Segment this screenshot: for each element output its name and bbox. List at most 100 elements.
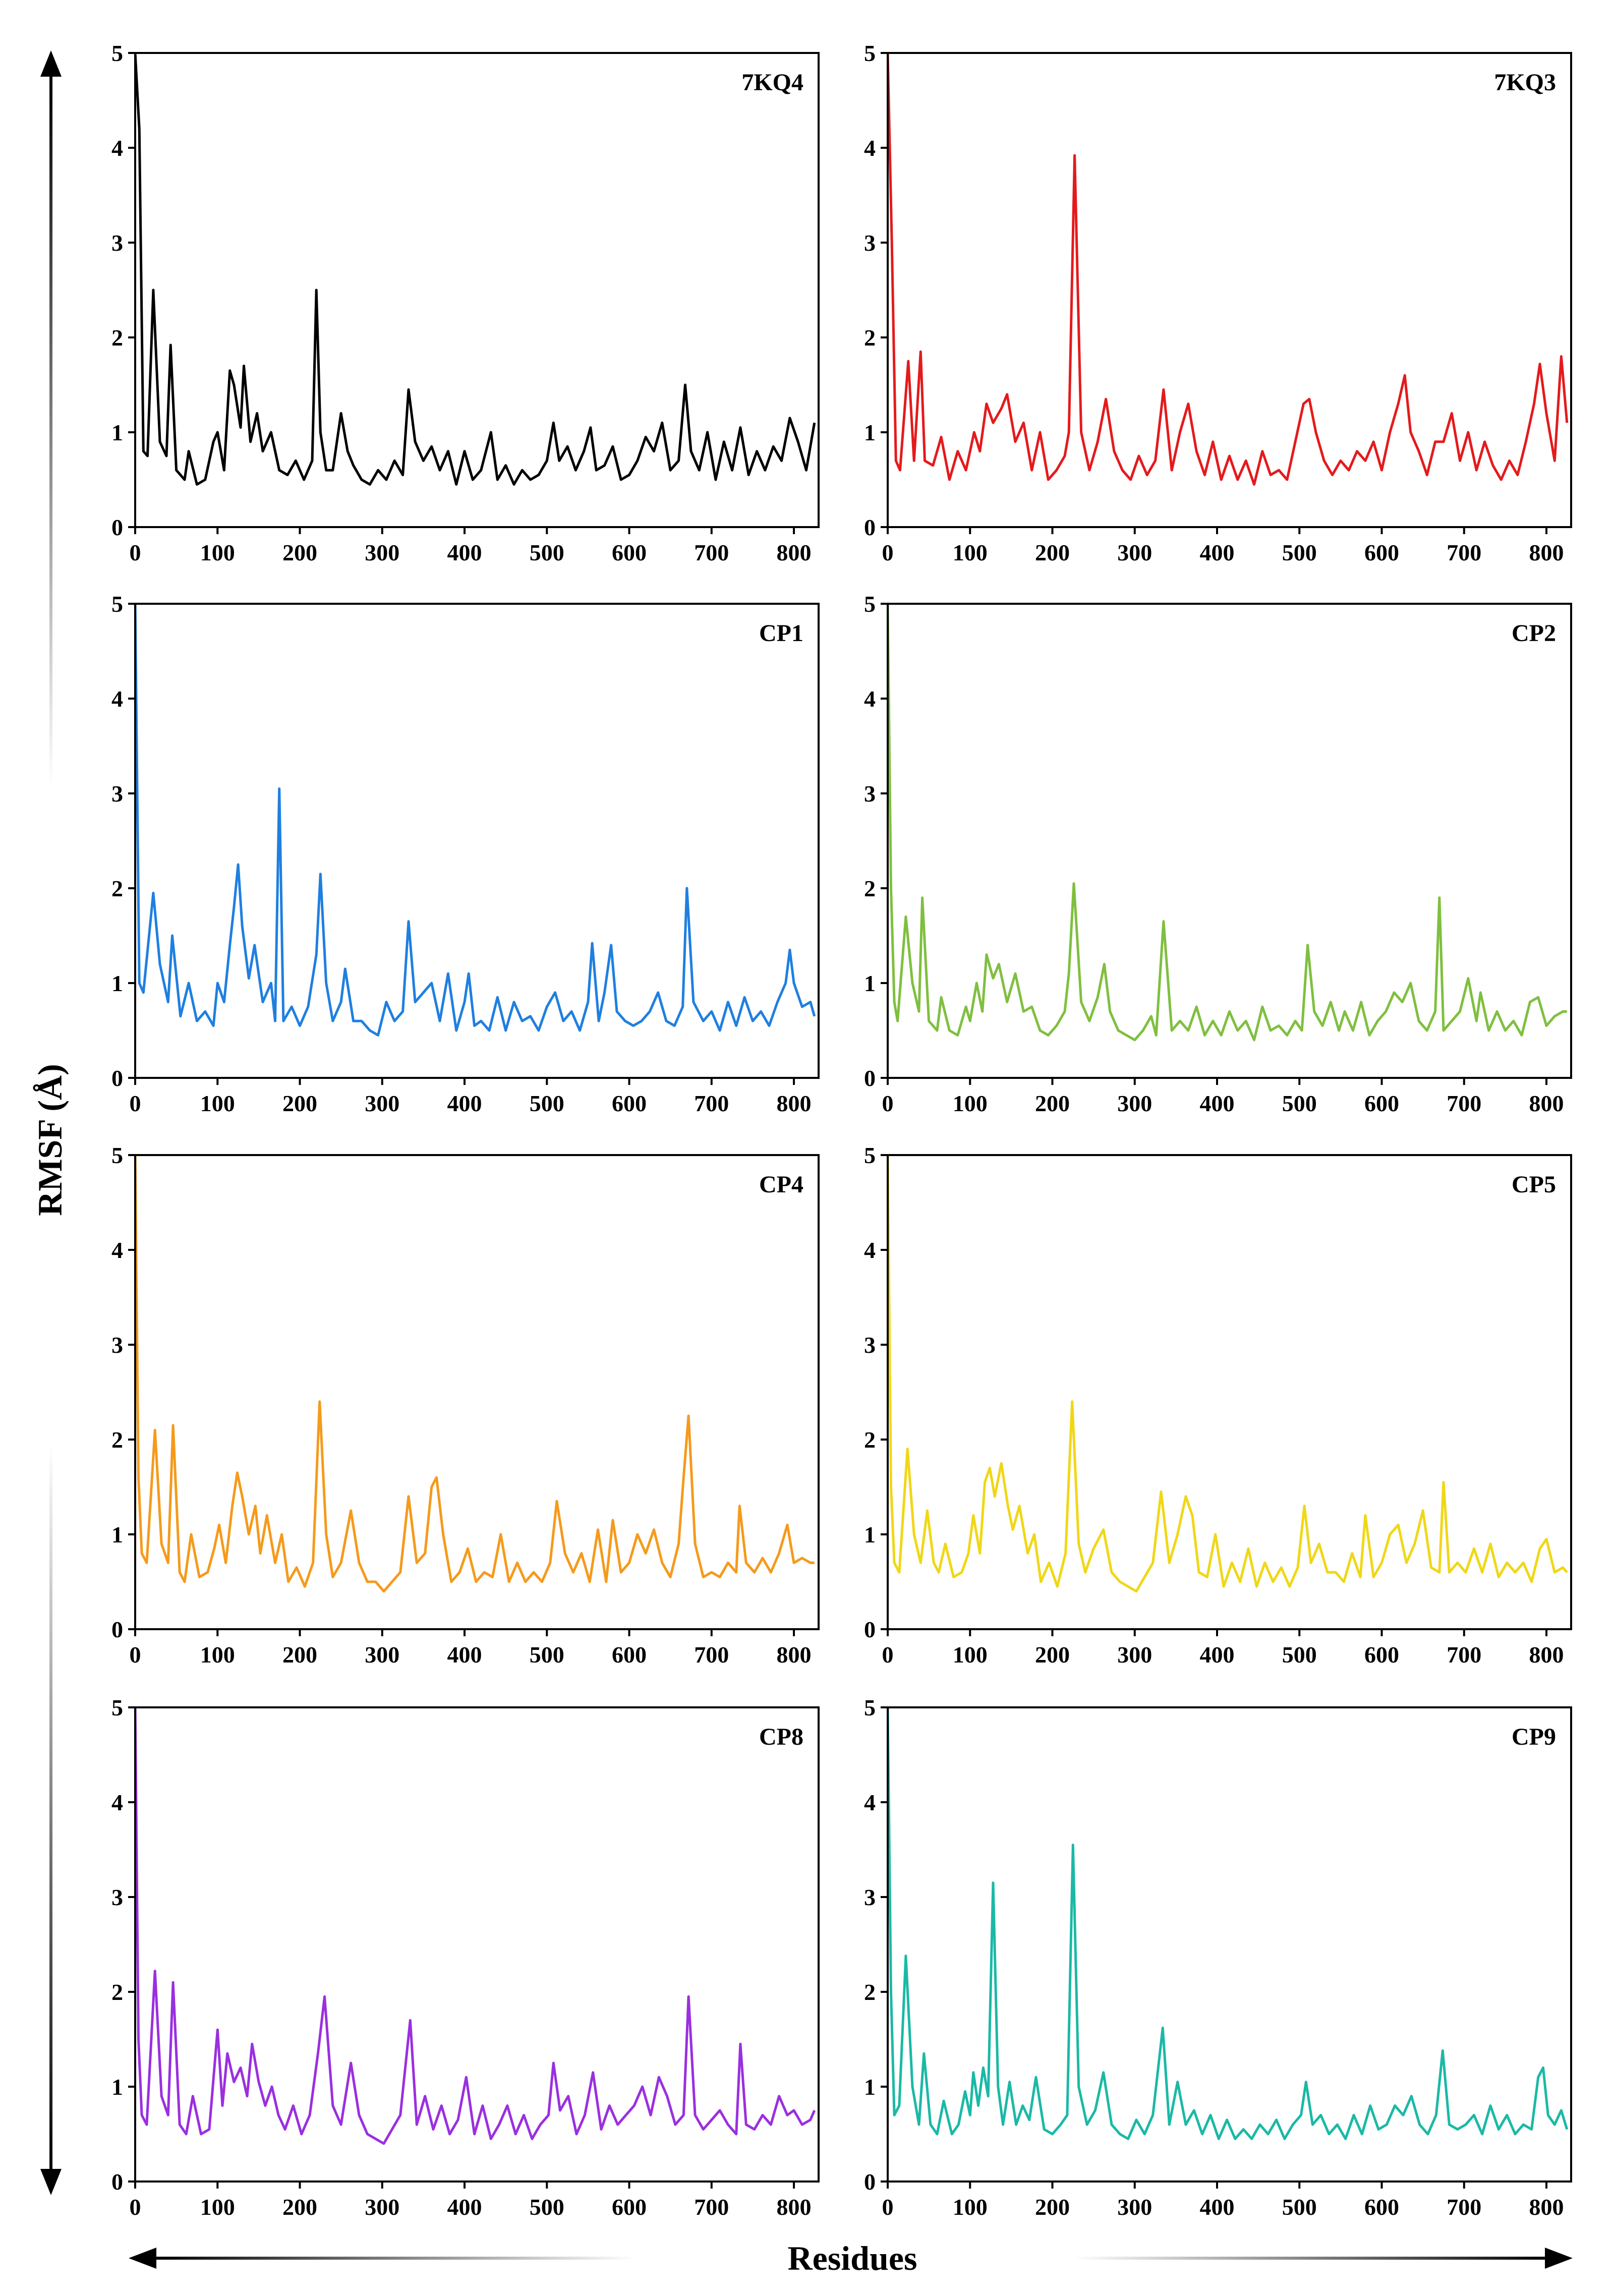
x-tick-label: 300 xyxy=(1117,1090,1152,1116)
series-line-cp1 xyxy=(135,603,816,1037)
panel-label: CP4 xyxy=(759,1171,803,1198)
y-tick-label: 3 xyxy=(864,1332,876,1358)
y-tick-label: 0 xyxy=(111,514,123,540)
x-tick-label: 0 xyxy=(130,1642,141,1668)
y-tick-label: 0 xyxy=(111,2169,123,2195)
x-tick-label: 300 xyxy=(365,540,399,565)
x-tick-label: 400 xyxy=(447,2194,482,2220)
y-tick-label: 4 xyxy=(111,686,123,712)
x-tick-label: 500 xyxy=(1282,2194,1317,2220)
y-tick-label: 3 xyxy=(111,230,123,256)
panel-cp8: 0 1 2 3 4 5 0 100 200 300 400 500 600 700 800 CP8 xyxy=(111,1695,820,2220)
plot-frame xyxy=(134,1706,820,2183)
x-tick-label: 600 xyxy=(612,540,647,565)
y-tick-label: 2 xyxy=(111,325,123,351)
x-tick-label: 600 xyxy=(612,1642,647,1668)
x-tick-label: 700 xyxy=(1447,2194,1481,2220)
x-axis-label: Residues xyxy=(788,2239,917,2277)
y-tick-label: 0 xyxy=(111,1617,123,1642)
plot-frame xyxy=(134,1154,820,1630)
x-tick-label: 300 xyxy=(1117,2194,1152,2220)
x-tick-label: 700 xyxy=(694,540,729,565)
series-line-7kq3 xyxy=(888,52,1569,486)
x-tick-label: 700 xyxy=(694,1642,729,1668)
x-tick-label: 800 xyxy=(777,1090,812,1116)
panel-label: CP1 xyxy=(759,620,803,647)
x-tick-label: 300 xyxy=(1117,540,1152,565)
y-axis-label: RMSF (Å) xyxy=(31,1064,69,1216)
y-tick-label: 5 xyxy=(111,591,123,617)
y-tick-label: 3 xyxy=(111,1884,123,1910)
x-tick-label: 0 xyxy=(130,540,141,565)
x-tick-label: 200 xyxy=(282,1642,317,1668)
x-tick-label: 100 xyxy=(953,540,988,565)
x-tick-label: 100 xyxy=(200,540,235,565)
y-tick-label: 0 xyxy=(864,1617,876,1642)
y-tick-label: 0 xyxy=(111,1065,123,1091)
y-tick-label: 4 xyxy=(864,686,876,712)
y-tick-label: 2 xyxy=(111,876,123,901)
panel-cp2: 0 1 2 3 4 5 0 100 200 300 400 500 600 700 800 CP2 xyxy=(864,591,1572,1116)
x-tick-label: 400 xyxy=(447,1090,482,1116)
panel-cp9: 0 1 2 3 4 5 0 100 200 300 400 500 600 700 800 CP9 xyxy=(864,1695,1572,2220)
x-axis-arrow-right xyxy=(1074,2248,1573,2269)
y-tick-label: 0 xyxy=(864,2169,876,2195)
x-tick-label: 600 xyxy=(1364,1642,1399,1668)
x-tick-label: 100 xyxy=(953,2194,988,2220)
x-tick-label: 600 xyxy=(612,1090,647,1116)
x-tick-label: 300 xyxy=(365,2194,399,2220)
panel-label: CP8 xyxy=(759,1724,803,1750)
y-tick-label: 1 xyxy=(111,2074,123,2100)
x-tick-label: 800 xyxy=(1529,1090,1564,1116)
x-tick-label: 200 xyxy=(1035,2194,1070,2220)
x-tick-label: 400 xyxy=(447,540,482,565)
x-tick-label: 300 xyxy=(365,1090,399,1116)
x-tick-label: 500 xyxy=(530,1642,564,1668)
plot-frame xyxy=(887,52,1572,528)
panel-cp5: 0 1 2 3 4 5 0 100 200 300 400 500 600 700 800 CP5 xyxy=(864,1142,1572,1668)
x-tick-label: 600 xyxy=(1364,1090,1399,1116)
series-line-cp9 xyxy=(888,1707,1569,2140)
plot-frame xyxy=(134,52,820,528)
y-tick-label: 3 xyxy=(111,781,123,807)
x-tick-label: 500 xyxy=(1282,1642,1317,1668)
y-tick-label: 1 xyxy=(864,420,876,445)
x-axis-arrow-left xyxy=(129,2248,636,2269)
x-tick-label: 100 xyxy=(953,1642,988,1668)
x-tick-label: 700 xyxy=(694,2194,729,2220)
plot-frame xyxy=(887,1706,1572,2183)
x-tick-label: 0 xyxy=(130,2194,141,2220)
x-tick-label: 300 xyxy=(365,1642,399,1668)
x-tick-label: 0 xyxy=(882,1642,894,1668)
x-tick-label: 300 xyxy=(1117,1642,1152,1668)
y-tick-label: 1 xyxy=(111,1522,123,1547)
y-tick-label: 4 xyxy=(111,135,123,161)
x-tick-label: 400 xyxy=(447,1642,482,1668)
x-tick-label: 200 xyxy=(282,540,317,565)
y-tick-label: 1 xyxy=(864,1522,876,1547)
y-tick-label: 5 xyxy=(864,40,876,66)
x-tick-label: 200 xyxy=(1035,1090,1070,1116)
panel-7kq4: 0 1 2 3 4 5 0 100 200 300 400 500 600 700 800 7KQ4 xyxy=(111,40,820,565)
x-tick-label: 100 xyxy=(200,1090,235,1116)
y-tick-label: 4 xyxy=(864,135,876,161)
y-tick-label: 1 xyxy=(111,970,123,996)
y-tick-label: 0 xyxy=(864,514,876,540)
x-tick-label: 800 xyxy=(1529,540,1564,565)
plot-frame xyxy=(887,603,1572,1079)
panel-label: CP9 xyxy=(1512,1724,1556,1750)
y-tick-label: 5 xyxy=(111,1695,123,1720)
panel-label: 7KQ3 xyxy=(1494,69,1556,96)
y-tick-label: 5 xyxy=(864,591,876,617)
panel-label: CP5 xyxy=(1512,1171,1556,1198)
x-tick-label: 800 xyxy=(1529,2194,1564,2220)
y-axis-arrow-up xyxy=(40,50,62,787)
series-line-7kq4 xyxy=(135,52,816,486)
plot-frame xyxy=(887,1154,1572,1630)
x-tick-label: 500 xyxy=(530,1090,564,1116)
x-tick-label: 200 xyxy=(282,2194,317,2220)
panel-label: 7KQ4 xyxy=(741,69,803,96)
y-tick-label: 5 xyxy=(864,1142,876,1168)
